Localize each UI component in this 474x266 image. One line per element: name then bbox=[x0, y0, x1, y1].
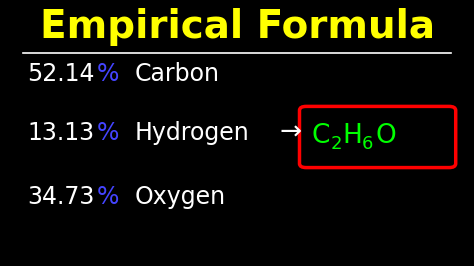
Text: 52.14: 52.14 bbox=[27, 63, 95, 86]
Text: 34.73: 34.73 bbox=[27, 185, 95, 209]
Text: C: C bbox=[312, 123, 330, 149]
Text: H: H bbox=[342, 123, 362, 149]
Text: %: % bbox=[96, 63, 119, 86]
Text: 13.13: 13.13 bbox=[27, 121, 94, 145]
Text: 6: 6 bbox=[362, 135, 374, 153]
Text: 2: 2 bbox=[331, 135, 342, 153]
Text: O: O bbox=[375, 123, 396, 149]
Text: Empirical Formula: Empirical Formula bbox=[39, 8, 435, 45]
Text: →: → bbox=[279, 120, 301, 146]
Text: Hydrogen: Hydrogen bbox=[134, 121, 249, 145]
Text: Oxygen: Oxygen bbox=[134, 185, 226, 209]
Text: %: % bbox=[96, 121, 119, 145]
Text: %: % bbox=[96, 185, 119, 209]
Text: Carbon: Carbon bbox=[134, 63, 219, 86]
